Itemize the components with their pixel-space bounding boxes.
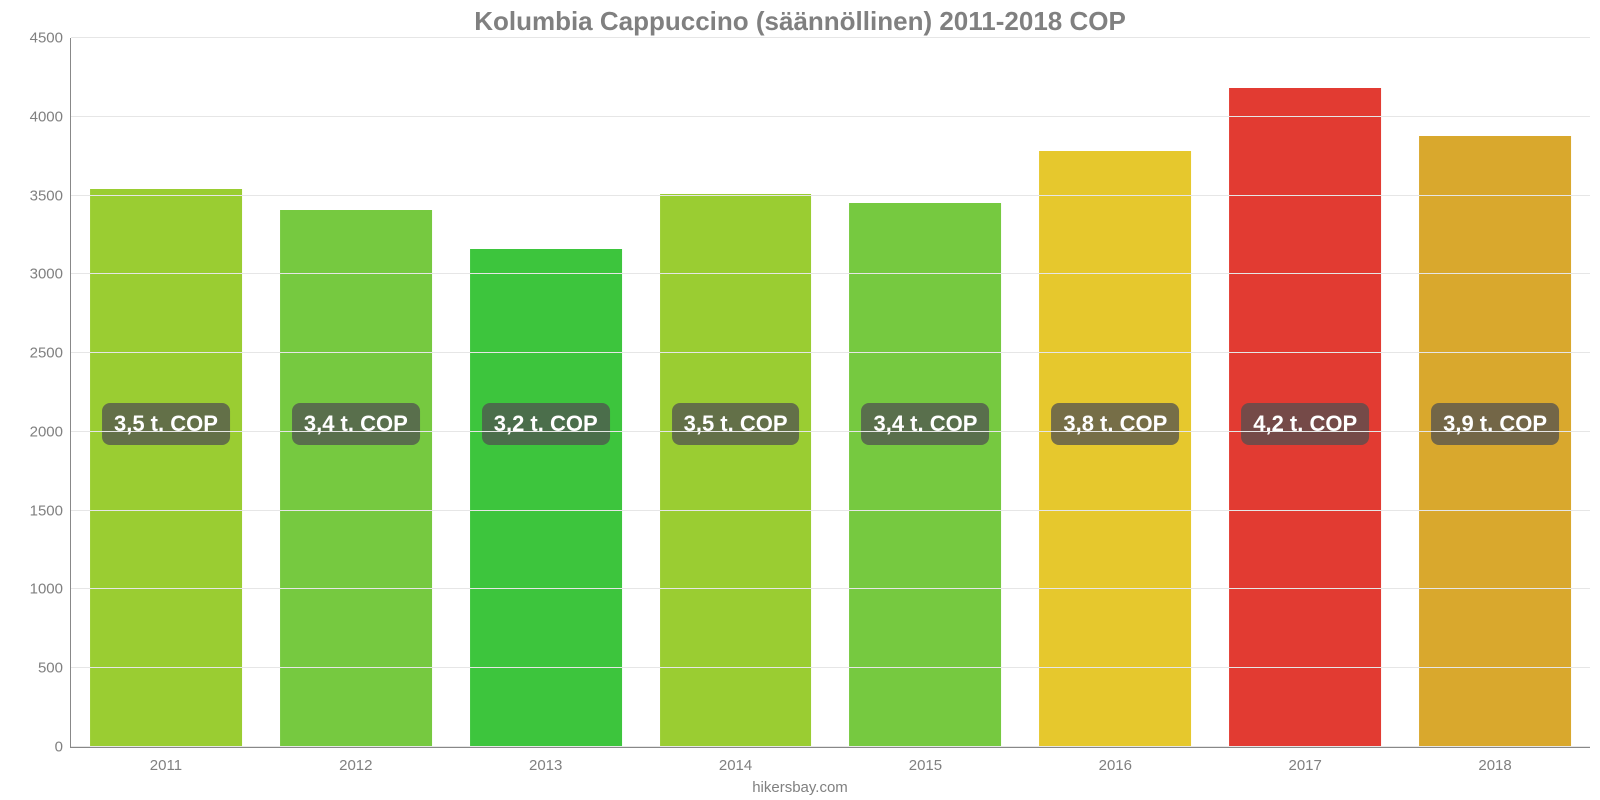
chart-title: Kolumbia Cappuccino (säännöllinen) 2011-… — [0, 0, 1600, 37]
y-axis-tick-label: 4500 — [30, 30, 71, 47]
bar-slot: 3,9 t. COP2018 — [1400, 38, 1590, 747]
gridline — [71, 431, 1590, 432]
gridline — [71, 510, 1590, 511]
gridline — [71, 273, 1590, 274]
bar-value-label: 3,5 t. COP — [102, 403, 230, 445]
y-axis-tick-label: 4000 — [30, 108, 71, 125]
chart-footer: hikersbay.com — [0, 779, 1600, 796]
bar-value-label: 4,2 t. COP — [1241, 403, 1369, 445]
bar-slot: 3,5 t. COP2011 — [71, 38, 261, 747]
bars-container: 3,5 t. COP20113,4 t. COP20123,2 t. COP20… — [71, 38, 1590, 747]
y-axis-tick-label: 1500 — [30, 502, 71, 519]
bar — [1039, 151, 1191, 747]
bar-value-label: 3,2 t. COP — [482, 403, 610, 445]
bar-slot: 3,4 t. COP2015 — [831, 38, 1021, 747]
gridline — [71, 195, 1590, 196]
bar — [849, 203, 1001, 747]
bar-value-label: 3,9 t. COP — [1431, 403, 1559, 445]
plot-region: 3,5 t. COP20113,4 t. COP20123,2 t. COP20… — [70, 38, 1590, 748]
y-axis-tick-label: 3000 — [30, 266, 71, 283]
gridline — [71, 352, 1590, 353]
bar-value-label: 3,5 t. COP — [672, 403, 800, 445]
x-axis-tick-label: 2017 — [1289, 747, 1322, 774]
x-axis-tick-label: 2016 — [1099, 747, 1132, 774]
gridline — [71, 746, 1590, 747]
y-axis-tick-label: 3500 — [30, 187, 71, 204]
bar — [470, 249, 622, 747]
bar — [660, 194, 812, 747]
y-axis-tick-label: 0 — [55, 739, 71, 756]
bar-value-label: 3,4 t. COP — [861, 403, 989, 445]
x-axis-tick-label: 2014 — [719, 747, 752, 774]
y-axis-tick-label: 2500 — [30, 345, 71, 362]
bar-slot: 3,2 t. COP2013 — [451, 38, 641, 747]
x-axis-tick-label: 2012 — [339, 747, 372, 774]
gridline — [71, 588, 1590, 589]
bar-value-label: 3,4 t. COP — [292, 403, 420, 445]
x-axis-tick-label: 2013 — [529, 747, 562, 774]
y-axis-tick-label: 500 — [38, 660, 71, 677]
bar-value-label: 3,8 t. COP — [1051, 403, 1179, 445]
gridline — [71, 116, 1590, 117]
bar-slot: 4,2 t. COP2017 — [1210, 38, 1400, 747]
bar-slot: 3,8 t. COP2016 — [1020, 38, 1210, 747]
x-axis-tick-label: 2018 — [1478, 747, 1511, 774]
chart-plot-area: 3,5 t. COP20113,4 t. COP20123,2 t. COP20… — [70, 38, 1590, 748]
y-axis-tick-label: 1000 — [30, 581, 71, 598]
x-axis-tick-label: 2011 — [150, 747, 182, 774]
gridline — [71, 37, 1590, 38]
x-axis-tick-label: 2015 — [909, 747, 942, 774]
bar-slot: 3,5 t. COP2014 — [641, 38, 831, 747]
bar-slot: 3,4 t. COP2012 — [261, 38, 451, 747]
gridline — [71, 667, 1590, 668]
y-axis-tick-label: 2000 — [30, 423, 71, 440]
